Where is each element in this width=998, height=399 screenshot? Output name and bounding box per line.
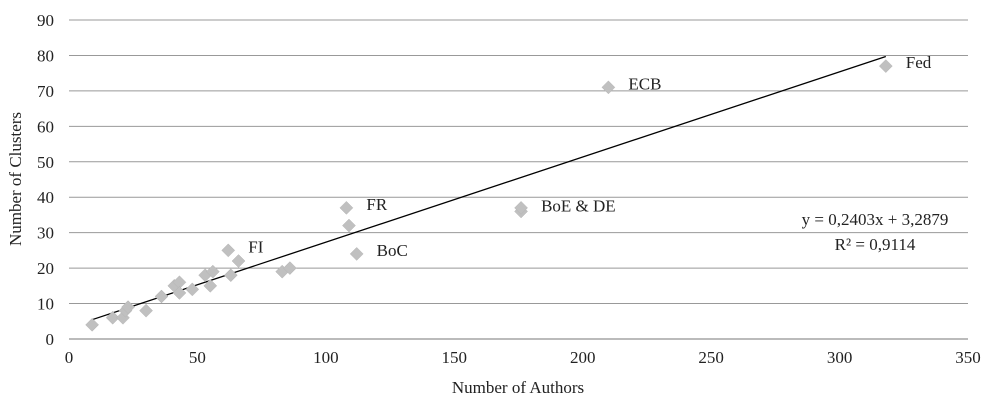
data-point (339, 201, 354, 215)
data-point (105, 310, 120, 325)
data-point (185, 282, 200, 297)
data-point (85, 317, 99, 332)
point-label: FI (248, 237, 263, 256)
point-label: Fed (906, 53, 932, 72)
point-annotations: FI FR BoC BoE & DE ECB Fed (248, 53, 932, 260)
point-label: BoE & DE (541, 197, 616, 216)
point-label: BoC (377, 241, 408, 260)
x-tick-label: 150 (442, 348, 468, 367)
x-tick-label: 200 (570, 348, 596, 367)
x-tick-label: 0 (65, 348, 74, 367)
trendline-equation: y = 0,2403x + 3,2879 (802, 210, 949, 229)
data-point (283, 261, 297, 275)
x-tick-label: 50 (189, 348, 206, 367)
data-point (221, 243, 236, 258)
data-point (223, 268, 238, 283)
y-tick-label: 90 (37, 11, 54, 30)
point-label: FR (366, 195, 387, 214)
x-tick-label: 350 (955, 348, 981, 367)
y-tick-label: 20 (37, 259, 54, 278)
data-point (172, 286, 187, 300)
y-tick-labels: 0 10 20 30 40 50 60 70 80 90 (37, 11, 54, 349)
trendline-r-squared: R² = 0,9114 (835, 235, 916, 254)
y-tick-label: 0 (46, 330, 55, 349)
data-point (514, 201, 528, 215)
data-point (231, 254, 246, 268)
x-axis-title: Number of Authors (452, 378, 584, 397)
y-tick-label: 60 (37, 117, 54, 136)
data-point (203, 278, 218, 293)
data-point (121, 300, 135, 314)
trendline (91, 55, 887, 321)
y-tick-label: 30 (37, 224, 54, 243)
data-point (154, 289, 169, 304)
data-point (349, 247, 364, 261)
data-point (601, 80, 616, 95)
point-label: ECB (628, 74, 661, 93)
data-point (342, 218, 356, 233)
y-tick-label: 10 (37, 295, 54, 314)
x-tick-label: 300 (827, 348, 853, 367)
y-tick-label: 50 (37, 153, 54, 172)
x-tick-label: 100 (313, 348, 339, 367)
gridlines (69, 19, 968, 340)
y-tick-label: 80 (37, 46, 54, 65)
y-axis-title: Number of Clusters (6, 112, 25, 246)
y-tick-label: 70 (37, 82, 54, 101)
data-point (205, 264, 220, 279)
x-tick-label: 250 (698, 348, 724, 367)
y-tick-label: 40 (37, 188, 54, 207)
data-point (878, 59, 893, 73)
trendline-group (91, 55, 887, 321)
data-point (139, 303, 153, 318)
x-tick-labels: 0 50 100 150 200 250 300 350 (65, 348, 981, 367)
data-points (85, 59, 893, 332)
